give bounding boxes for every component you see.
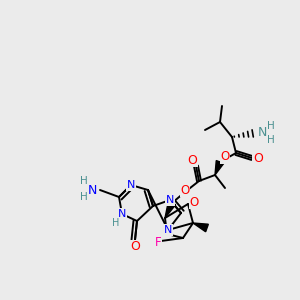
Text: N: N [257,125,267,139]
Text: N: N [166,195,174,205]
Text: N: N [164,225,172,235]
Text: N: N [127,180,135,190]
Polygon shape [193,223,208,232]
Text: O: O [130,241,140,254]
Text: F: F [155,236,161,250]
Text: O: O [220,151,230,164]
Text: H: H [80,176,88,186]
Text: H: H [80,192,88,202]
Text: N: N [118,209,126,219]
Text: O: O [180,184,190,196]
Polygon shape [215,160,224,175]
Text: N: N [87,184,97,196]
Text: H: H [112,218,120,228]
Polygon shape [165,201,175,218]
Text: O: O [189,196,199,208]
Text: O: O [253,152,263,164]
Text: H: H [267,135,275,145]
Text: H: H [267,121,275,131]
Text: O: O [187,154,197,166]
